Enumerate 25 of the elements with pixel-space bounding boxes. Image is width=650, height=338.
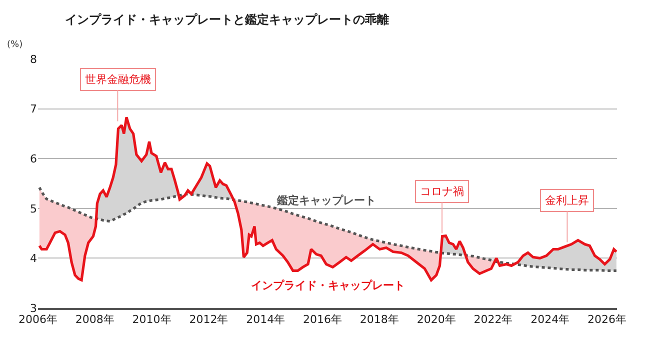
y-tick-label: 7 [30,102,37,116]
x-tick-label: 2012年 [189,313,228,326]
x-tick-label: 2010年 [132,313,172,326]
series-label: インプライド・キャップレート [251,279,405,292]
x-tick-label: 2014年 [246,313,286,326]
x-tick-label: 2006年 [18,313,58,326]
annotation: コロナ禍 [420,185,464,198]
y-tick-label: 6 [30,152,37,166]
x-tick-label: 2008年 [75,313,114,326]
y-tick-label: 5 [30,202,37,216]
x-tick-label: 2022年 [474,313,513,326]
x-tick-label: 2020年 [416,313,456,326]
x-tick-label: 2026年 [588,313,627,326]
y-tick-label: 8 [30,52,37,66]
annotation: 世界金融危機 [85,73,151,86]
y-tick-label: 3 [30,302,37,315]
y-tick-label: 4 [30,252,37,266]
x-tick-label: 2024年 [530,313,570,326]
x-tick-label: 2018年 [360,313,399,326]
series-label: 鑑定キャップレート [276,194,376,207]
chart-title: インプライド・キャップレートと鑑定キャップレートの乖離 [65,12,389,27]
line-series [38,186,617,272]
x-tick-label: 2016年 [303,313,342,326]
y-axis-title: (%) [7,40,23,50]
annotation: 金利上昇 [545,194,589,207]
